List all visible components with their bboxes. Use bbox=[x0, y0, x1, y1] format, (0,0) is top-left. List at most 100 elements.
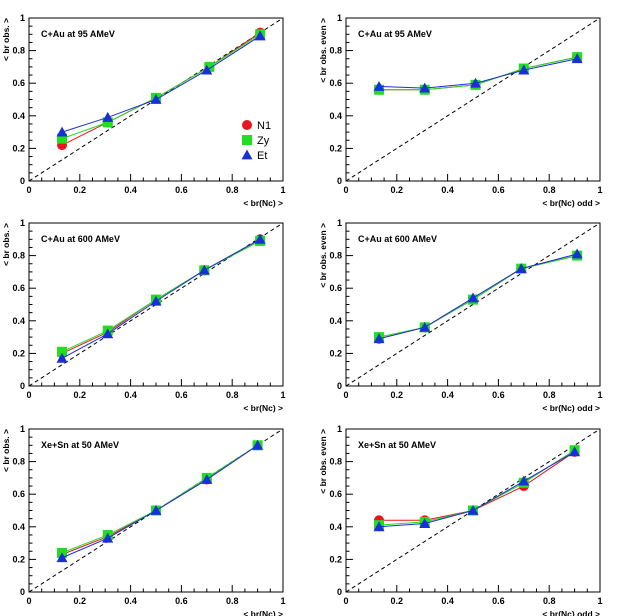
y-axis-label: < br obs. > bbox=[1, 223, 11, 266]
data-point-et bbox=[201, 64, 213, 75]
reference-diagonal-line bbox=[345, 17, 601, 182]
data-point-et bbox=[254, 233, 266, 244]
y-tick-label: 0 bbox=[20, 176, 25, 186]
data-point-et bbox=[198, 264, 210, 275]
y-tick-label: 0.4 bbox=[12, 316, 25, 326]
data-point-et bbox=[518, 64, 530, 75]
y-tick-label: 0.6 bbox=[329, 78, 342, 88]
data-point-et bbox=[56, 352, 68, 363]
y-tick-label: 0.6 bbox=[329, 489, 342, 499]
y-tick-label: 0.4 bbox=[329, 316, 342, 326]
y-tick-label: 0 bbox=[20, 381, 25, 391]
chart-panel-1: 0 0.2 0.4 0.6 0.8 1 0 0.2 0.4 0.6 0.8 1 < br(Nc) > < … bbox=[1, 13, 286, 208]
x-tick-label: 0.4 bbox=[124, 390, 137, 400]
y-tick-label: 0.4 bbox=[329, 111, 342, 121]
x-tick-label: 0 bbox=[343, 596, 348, 606]
y-tick-label: 1 bbox=[337, 218, 342, 228]
x-tick-label: 0.4 bbox=[124, 596, 137, 606]
data-point-et bbox=[254, 30, 266, 41]
y-axis-label: < br obs. even > bbox=[318, 429, 328, 494]
data-point-et bbox=[467, 292, 479, 303]
data-point-et bbox=[102, 111, 114, 122]
y-tick-label: 0.8 bbox=[329, 251, 342, 261]
y-tick-label: 1 bbox=[20, 218, 25, 228]
y-tick-label: 0 bbox=[337, 176, 342, 186]
series-line-zy bbox=[61, 444, 258, 554]
chart-panel-2: 0 0.2 0.4 0.6 0.8 1 0 0.2 0.4 0.6 0.8 1 < br(Nc) odd… bbox=[318, 13, 603, 208]
y-tick-label: 0.8 bbox=[12, 457, 25, 467]
data-point-et bbox=[467, 505, 479, 515]
x-tick-label: 1 bbox=[597, 596, 602, 606]
data-point-et bbox=[571, 53, 583, 64]
data-point-et bbox=[419, 82, 431, 93]
series-line-et bbox=[378, 451, 575, 528]
data-point-et bbox=[569, 446, 581, 457]
x-tick-label: 0.2 bbox=[391, 596, 404, 606]
y-tick-label: 0.8 bbox=[329, 46, 342, 56]
x-tick-label: 0 bbox=[26, 596, 31, 606]
y-axis-label: < br obs. even > bbox=[318, 18, 328, 83]
data-point-et bbox=[252, 439, 264, 450]
chart-panel-4: 0 0.2 0.4 0.6 0.8 1 0 0.2 0.4 0.6 0.8 1 < br(Nc) odd… bbox=[318, 218, 603, 413]
x-axis-label: < br(Nc) odd > bbox=[542, 403, 600, 413]
legend: N1 Zy Et bbox=[241, 120, 271, 162]
data-point-et bbox=[201, 474, 213, 484]
x-axis-label: < br(Nc) > bbox=[243, 403, 283, 413]
data-point-et bbox=[515, 263, 527, 274]
x-tick-label: 0.8 bbox=[543, 185, 556, 195]
x-axis-label: < br(Nc) > bbox=[243, 609, 283, 616]
y-tick-label: 0.8 bbox=[12, 251, 25, 261]
panel-title: Xe+Sn at 50 AMeV bbox=[358, 440, 436, 450]
panel-title: C+Au at 95 AMeV bbox=[358, 29, 432, 39]
data-point-et bbox=[419, 321, 431, 332]
data-point-et bbox=[373, 80, 385, 91]
data-point-et bbox=[518, 475, 530, 486]
y-tick-label: 0.8 bbox=[329, 457, 342, 467]
x-tick-label: 0.2 bbox=[74, 185, 87, 195]
data-point-et bbox=[373, 521, 385, 532]
chart-panel-6: 0 0.2 0.4 0.6 0.8 1 0 0.2 0.4 0.6 0.8 1 < br(Nc) odd… bbox=[318, 424, 603, 616]
y-axis-label: < br obs. > bbox=[1, 429, 11, 472]
y-tick-label: 0 bbox=[337, 587, 342, 597]
data-point-zy bbox=[57, 133, 68, 144]
x-tick-label: 0.8 bbox=[543, 390, 556, 400]
y-tick-label: 0.6 bbox=[12, 489, 25, 499]
data-point-et bbox=[150, 505, 162, 515]
data-point-et bbox=[419, 518, 431, 528]
panel-title: C+Au at 600 AMeV bbox=[358, 234, 437, 244]
y-tick-label: 0 bbox=[20, 587, 25, 597]
legend-label-et: Et bbox=[257, 150, 267, 162]
x-tick-label: 0.4 bbox=[124, 185, 137, 195]
data-point-et bbox=[56, 126, 68, 137]
legend-marker-n1 bbox=[242, 120, 252, 130]
x-tick-label: 0.6 bbox=[492, 185, 505, 195]
x-tick-label: 0.2 bbox=[391, 185, 404, 195]
data-point-et bbox=[102, 532, 114, 543]
y-tick-label: 0.4 bbox=[12, 522, 25, 532]
series-line-n1 bbox=[378, 255, 578, 340]
x-tick-label: 0.6 bbox=[175, 596, 188, 606]
y-tick-label: 0.2 bbox=[12, 554, 25, 564]
series-line-n1 bbox=[61, 444, 258, 555]
y-axis-label: < br obs. even > bbox=[318, 223, 328, 288]
y-tick-label: 0.6 bbox=[329, 283, 342, 293]
legend-label-zy: Zy bbox=[257, 135, 270, 147]
x-tick-label: 1 bbox=[597, 185, 602, 195]
chart-panel-3: 0 0.2 0.4 0.6 0.8 1 0 0.2 0.4 0.6 0.8 1 < br(Nc) > < … bbox=[1, 218, 286, 413]
x-tick-label: 1 bbox=[597, 390, 602, 400]
x-tick-label: 0 bbox=[343, 185, 348, 195]
data-point-zy bbox=[57, 346, 68, 357]
y-tick-label: 0.6 bbox=[12, 283, 25, 293]
data-point-et bbox=[56, 552, 68, 563]
x-tick-label: 0.4 bbox=[441, 185, 454, 195]
x-tick-label: 0 bbox=[26, 390, 31, 400]
y-tick-label: 0.2 bbox=[329, 554, 342, 564]
x-tick-label: 0.2 bbox=[74, 390, 87, 400]
x-axis-label: < br(Nc) odd > bbox=[542, 609, 600, 616]
data-point-et bbox=[102, 328, 114, 339]
x-tick-label: 0.4 bbox=[441, 596, 454, 606]
y-tick-label: 1 bbox=[20, 424, 25, 434]
y-tick-label: 0.4 bbox=[12, 111, 25, 121]
y-tick-label: 0.4 bbox=[329, 522, 342, 532]
